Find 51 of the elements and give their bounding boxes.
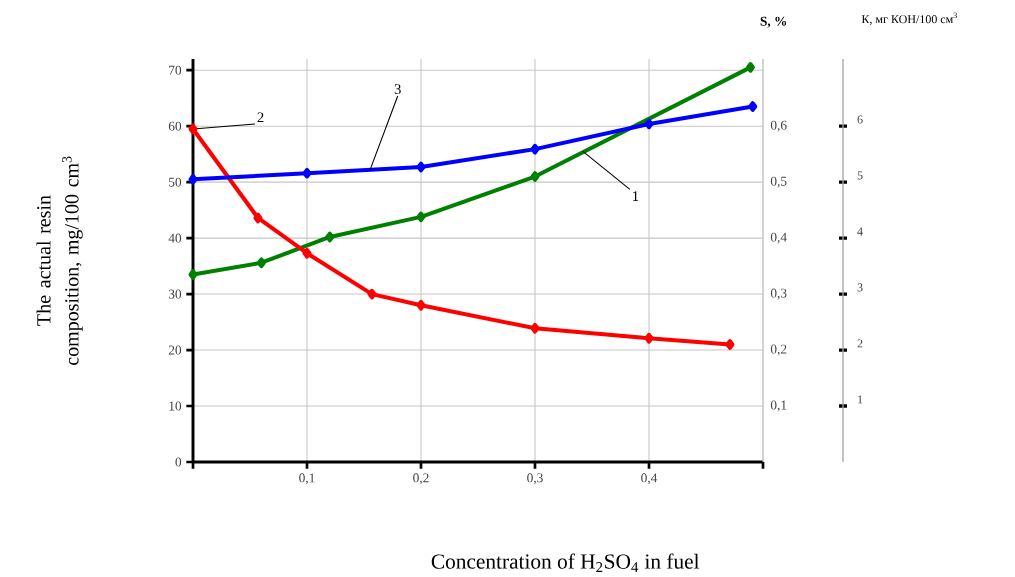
y3-tick-label: 1 xyxy=(858,395,863,404)
point xyxy=(530,171,540,182)
y-tick-label: 10 xyxy=(169,401,182,411)
x-tick-label: 0,1 xyxy=(299,473,315,485)
y3-tick-label: 3 xyxy=(857,283,863,292)
point xyxy=(748,101,758,112)
y-axis-title: The actual resin composition, mg/100 cm$^{3}$ xyxy=(36,156,83,365)
point xyxy=(302,247,312,259)
y-tick-label: 30 xyxy=(168,289,182,299)
point xyxy=(256,257,266,269)
y-tick-label: 50 xyxy=(169,177,182,187)
y3-tick-label: 2 xyxy=(857,339,863,348)
x-axis-title: Concentration of H$_{2}$SO$_{4}$ in fuel xyxy=(431,553,700,572)
point xyxy=(416,299,426,311)
y3-axis-title: К, мг КОН/100 см$^{3}$ xyxy=(861,12,957,25)
y2-tick-label: 0,5 xyxy=(770,176,787,188)
point xyxy=(188,123,198,135)
y2-axis-title: S, % xyxy=(760,16,787,28)
point xyxy=(188,269,198,280)
y3-tick-label: 6 xyxy=(857,115,863,124)
point xyxy=(325,231,335,243)
y3-tick-label: 4 xyxy=(857,227,863,236)
x-tick-label: 0,4 xyxy=(641,473,658,485)
point xyxy=(644,332,654,344)
point xyxy=(416,211,426,223)
point xyxy=(644,118,654,130)
y-tick-label: 20 xyxy=(168,345,182,355)
y2-tick-label: 0,6 xyxy=(770,120,787,132)
annotation: 2 xyxy=(257,112,264,123)
y-tick-label: 60 xyxy=(168,121,182,131)
point xyxy=(367,288,377,300)
point xyxy=(530,143,540,155)
y-tick-label: 40 xyxy=(168,233,182,243)
y-tick-label: 70 xyxy=(169,65,182,75)
y2-tick-label: 0,3 xyxy=(770,288,787,300)
y2-tick-label: 0,4 xyxy=(770,232,787,244)
annotation: 1 xyxy=(633,191,639,201)
y-tick-label: 0 xyxy=(175,457,182,467)
y2-tick-label: 0,1 xyxy=(770,400,787,412)
point xyxy=(530,322,540,334)
x-tick-label: 0,3 xyxy=(527,473,543,485)
y2-tick-label: 0,2 xyxy=(770,344,787,356)
point xyxy=(725,339,735,350)
point xyxy=(188,174,198,185)
point xyxy=(302,167,312,179)
point xyxy=(253,212,263,224)
y3-tick-label: 5 xyxy=(857,171,863,180)
point xyxy=(416,161,426,173)
x-tick-label: 0,2 xyxy=(413,473,429,485)
point xyxy=(745,62,755,73)
annotation: 3 xyxy=(394,84,401,95)
